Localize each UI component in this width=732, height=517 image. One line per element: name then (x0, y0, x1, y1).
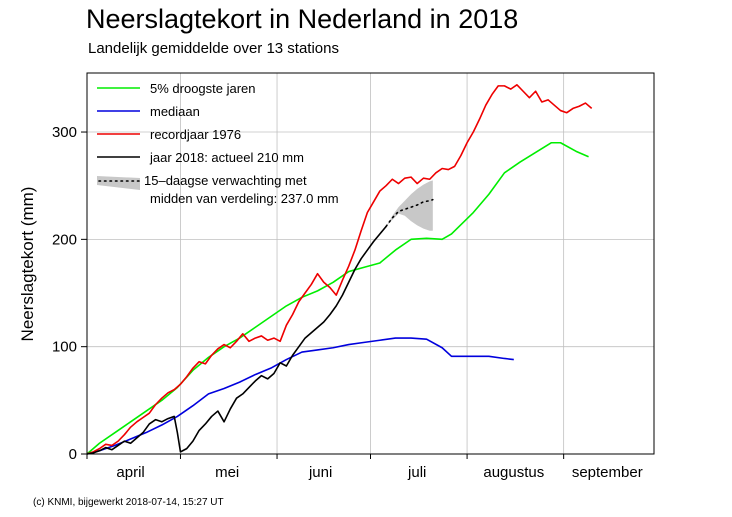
y-tick-label: 200 (52, 231, 77, 248)
legend-forecast-band-swatch (97, 176, 140, 190)
legend-label: jaar 2018: actueel 210 mm (149, 150, 304, 165)
legend-label: midden van verdeling: 237.0 mm (150, 191, 339, 206)
chart-title: Neerslagtekort in Nederland in 2018 (86, 4, 519, 34)
forecast-spread-area (386, 180, 433, 231)
gridlines (87, 73, 654, 454)
series-lines (86, 84, 593, 455)
legend-label: mediaan (150, 104, 200, 119)
x-tick-label: mei (215, 464, 239, 481)
series-median-line (86, 337, 514, 455)
legend: 5% droogste jaren mediaan recordjaar 1976 j… (97, 81, 339, 206)
y-tick-label: 100 (52, 339, 77, 356)
forecast-band (386, 180, 433, 231)
x-tick-label: juli (407, 464, 426, 481)
series-record-1976-line (86, 84, 593, 455)
x-tick-label: juni (308, 464, 332, 481)
chart-subtitle: Landelijk gemiddelde over 13 stations (88, 40, 339, 57)
legend-label: 5% droogste jaren (150, 81, 256, 96)
x-tick-label: augustus (483, 464, 544, 481)
x-tick-label: april (116, 464, 144, 481)
x-tick-label: september (572, 464, 643, 481)
legend-label: recordjaar 1976 (150, 127, 241, 142)
series-5pct-driest-line (86, 141, 589, 455)
forecast-median-line (385, 198, 434, 228)
legend-label: 15–daagse verwachting met (144, 173, 307, 188)
series-2018-line (86, 225, 387, 455)
update-credit: (c) KNMI, bijgewerkt 2018-07-14, 15:27 U… (33, 497, 224, 508)
y-tick-label: 300 (52, 124, 77, 141)
axis-ticks: 0 100 200 300 april mei juni juli augustus septem… (52, 124, 643, 481)
y-axis-title: Neerslagtekort (mm) (18, 187, 37, 342)
y-tick-label: 0 (69, 446, 77, 463)
